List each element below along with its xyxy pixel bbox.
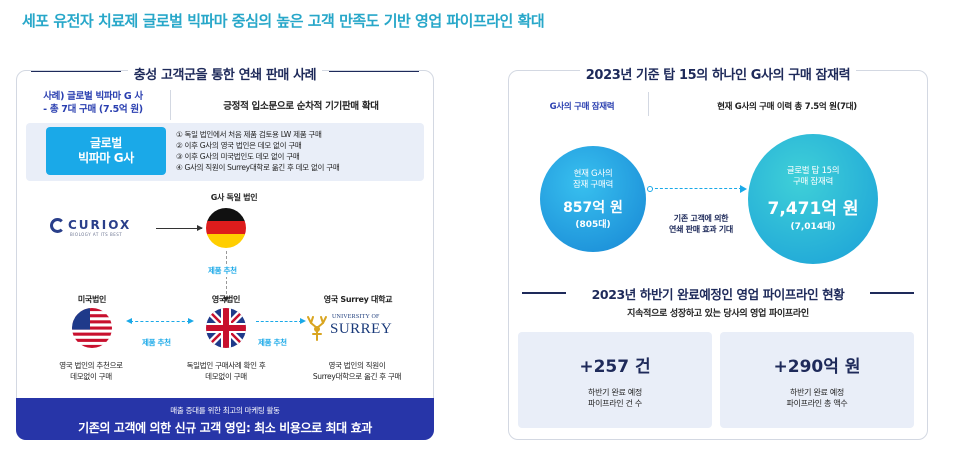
circle-sub: (805대) — [575, 219, 611, 230]
connector-us-uk — [130, 321, 190, 322]
stat-card: +290억 원 하반기 완료 예정 파이프라인 총 액수 — [720, 332, 914, 428]
circle-value: 7,471억 원 — [767, 199, 859, 219]
case-step: ② 이후 G사의 영국 법인은 데모 없이 구매 — [176, 141, 302, 150]
case-step: ④ G사의 직원이 Surrey대학로 옮긴 후 데모 없이 구매 — [176, 163, 340, 172]
case-step: ① 독일 법인에서 처음 제품 검토용 LW 제품 구매 — [176, 130, 322, 139]
node-label-us: 미국법인 — [77, 295, 107, 304]
connector-dot-icon — [647, 186, 653, 192]
case-description: 긍정적 입소문으로 순차적 기기판매 확대 — [223, 101, 379, 112]
case-study-content: 사례) 글로벌 빅파마 G 사 - 총 7대 구매 (7.5억 원) 긍정적 입… — [16, 70, 434, 440]
arrow-right-icon — [156, 225, 203, 231]
potential-title: 2023년 기준 탑 15의 하나인 G사의 구매 잠재력 — [579, 68, 857, 83]
stag-icon — [307, 316, 327, 341]
footer-banner: 매출 증대를 위한 최고의 마케팅 활동 기존의 고객에 의한 신규 고객 영입… — [16, 398, 434, 440]
recommend-label: 제품 추천 — [208, 264, 237, 277]
note-surrey: 영국 법인의 직원이 Surrey대학으로 옮긴 후 구매 — [292, 360, 422, 382]
circle-label: 글로벌 탑 15의 — [786, 166, 840, 176]
potential-heading: 2023년 기준 탑 15의 하나인 G사의 구매 잠재력 — [508, 64, 928, 83]
heading-line-left — [522, 292, 566, 294]
case-label: 사례) 글로벌 빅파마 G 사 - 총 7대 구매 (7.5억 원) — [22, 90, 164, 116]
stat-label: 하반기 완료 예정 파이프라인 총 액수 — [720, 387, 914, 409]
case-label-line1: 사례) 글로벌 빅파마 G 사 — [43, 91, 143, 102]
note-line: 데모없이 구매 — [205, 372, 247, 381]
node-label-germany: G사 독일 법인 — [210, 193, 258, 202]
col-label-left: G사의 구매 잠재력 — [549, 102, 615, 112]
stat-value: +290억 원 — [773, 357, 861, 377]
divider — [648, 92, 649, 116]
stat-label: 하반기 완료 예정 파이프라인 건 수 — [518, 387, 712, 409]
recommend-label: 제품 추천 — [142, 336, 171, 349]
heading-line-left — [31, 71, 121, 72]
circle-sub: (7,014대) — [790, 222, 836, 232]
arrow-right-icon — [740, 185, 747, 193]
col-label-right: 현재 G사의 구매 이력 총 7.5억 원(7대) — [717, 102, 857, 112]
circle-value: 857억 원 — [563, 199, 623, 216]
potential-content: G사의 구매 잠재력 현재 G사의 구매 이력 총 7.5억 원(7대) 현재 … — [508, 70, 928, 440]
case-step: ③ 이후 G사의 미국법인도 데모 없이 구매 — [176, 152, 300, 161]
stat-label-line: 하반기 완료 예정 — [790, 388, 844, 397]
case-steps-list: ① 독일 법인에서 처음 제품 검토용 LW 제품 구매 ② 이후 G사의 영국… — [176, 129, 340, 173]
note-us: 영국 법인의 추천으로 데모없이 구매 — [36, 360, 146, 382]
heading-line-right — [870, 292, 914, 294]
pipeline-heading: 2023년 하반기 완료예정인 영업 파이프라인 현황 — [508, 284, 928, 303]
note-line: 데모없이 구매 — [70, 372, 112, 381]
uk-flag-icon — [206, 308, 246, 348]
surrey-logo-big: SURREY — [330, 321, 393, 337]
arrow-right-icon — [300, 318, 306, 324]
stat-label-line: 하반기 완료 예정 — [588, 388, 642, 397]
circle-label: 잠재 구매력 — [572, 179, 613, 190]
global-potential-circle: 글로벌 탑 15의 구매 잠재력 7,471억 원 (7,014대) — [748, 134, 878, 264]
note-line: Surrey대학으로 옮긴 후 구매 — [312, 372, 402, 381]
page-title: 세포 유전자 치료제 글로벌 빅파마 중심의 높은 고객 만족도 기반 영업 파… — [22, 12, 545, 30]
surrey-logo: UNIVERSITY OF SURREY — [306, 312, 406, 346]
arrow-down-icon — [223, 297, 229, 302]
footer-title: 기존의 고객에 의한 신규 고객 영입: 최소 비용으로 최대 효과 — [78, 421, 372, 435]
surrey-logo-small: UNIVERSITY OF — [332, 314, 380, 320]
current-potential-circle: 현재 G사의 잠재 구매력 857억 원 (805대) — [540, 146, 646, 252]
pipeline-title: 2023년 하반기 완료예정인 영업 파이프라인 현황 — [585, 287, 851, 302]
customer-badge: 글로벌 빅파마 G사 — [46, 127, 166, 175]
connector-text: 기존 고객에 의한 연쇄 판매 효과 기대 — [656, 213, 746, 235]
footer-wrapper: 매출 증대를 위한 최고의 마케팅 활동 기존의 고객에 의한 신규 고객 영입… — [16, 398, 434, 440]
stat-label-line: 파이프라인 총 액수 — [786, 399, 848, 408]
note-uk: 독일법인 구매사례 확인 후 데모없이 구매 — [166, 360, 286, 382]
node-label-surrey: 영국 Surrey 대학교 — [323, 295, 393, 304]
germany-flag-icon — [206, 208, 246, 248]
curiox-name: CURIOX — [68, 218, 132, 232]
node-label-uk: 영국법인 — [211, 295, 241, 304]
case-summary-box: 글로벌 빅파마 G사 ① 독일 법인에서 처음 제품 검토용 LW 제품 구매 … — [26, 123, 424, 181]
connector-line: 기존 고객에 의한 — [673, 214, 729, 223]
note-line: 영국 법인의 직원이 — [328, 361, 386, 370]
curiox-mark-icon — [50, 218, 65, 233]
heading-line-right — [329, 71, 419, 72]
case-label-line2: - 총 7대 구매 (7.5억 원) — [43, 104, 143, 115]
circle-label: 현재 G사의 — [573, 168, 613, 179]
curiox-tagline: BIOLOGY AT ITS BEST — [70, 232, 123, 237]
arrow-left-icon — [126, 318, 132, 324]
divider — [170, 90, 171, 120]
us-flag-icon — [72, 308, 112, 348]
stat-value: +257 건 — [579, 357, 651, 377]
note-line: 영국 법인의 추천으로 — [59, 361, 123, 370]
case-study-heading: 충성 고객군을 통한 연쇄 판매 사례 — [16, 64, 434, 83]
circle-label: 구매 잠재력 — [792, 177, 833, 187]
recommend-label: 제품 추천 — [258, 336, 287, 349]
badge-line1: 글로벌 — [90, 136, 122, 150]
pipeline-subtitle: 지속적으로 성장하고 있는 당사의 영업 파이프라인 — [627, 309, 809, 319]
connector-dashed — [650, 188, 742, 189]
note-line: 독일법인 구매사례 확인 후 — [186, 361, 266, 370]
curiox-logo: CURIOX BIOLOGY AT ITS BEST — [50, 218, 131, 237]
badge-line2: 빅파마 G사 — [78, 151, 134, 165]
footer-subtitle: 매출 증대를 위한 최고의 마케팅 활동 — [170, 406, 280, 415]
connector-line: 연쇄 판매 효과 기대 — [669, 225, 733, 234]
stat-card: +257 건 하반기 완료 예정 파이프라인 건 수 — [518, 332, 712, 428]
stat-label-line: 파이프라인 건 수 — [588, 399, 642, 408]
case-study-title: 충성 고객군을 통한 연쇄 판매 사례 — [127, 68, 323, 83]
arrow-right-icon — [188, 318, 194, 324]
connector-uk-surrey — [256, 321, 302, 322]
